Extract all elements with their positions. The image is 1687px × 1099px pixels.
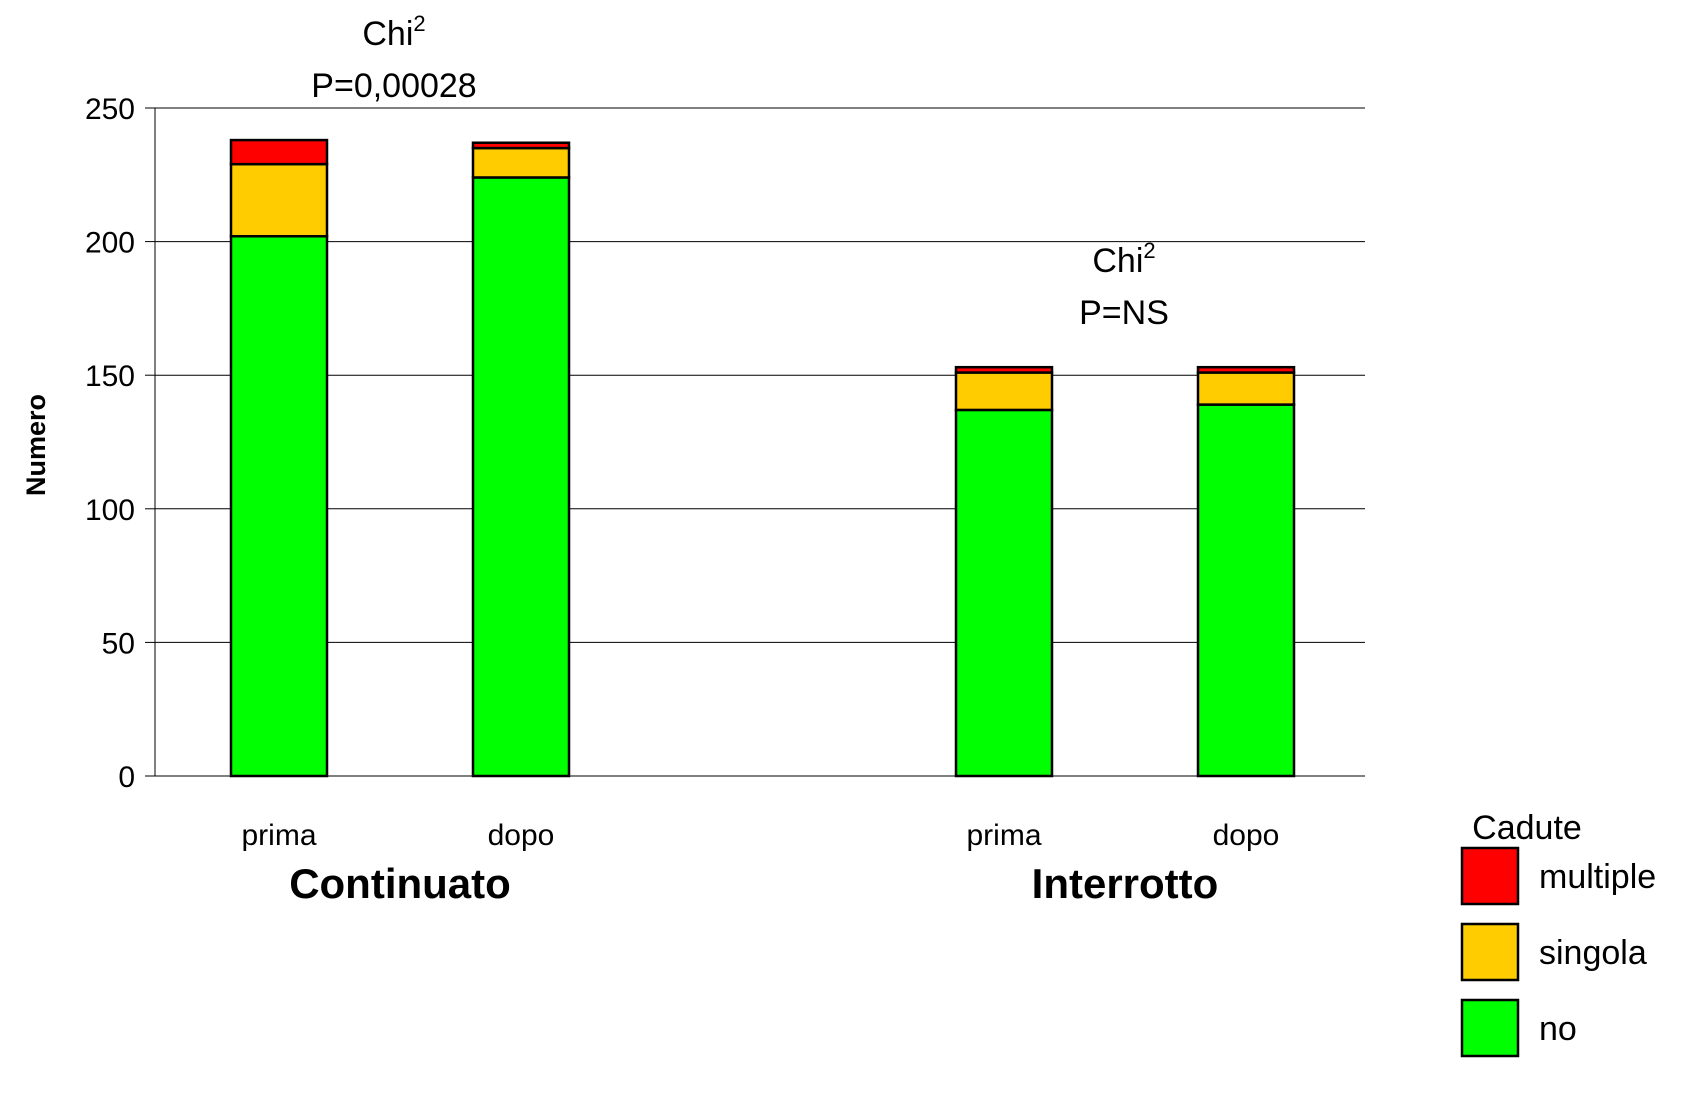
category-labels: prima dopo Continuato prima dopo Interrotto [241, 819, 1279, 907]
p-value-label: P=NS [1079, 294, 1169, 332]
chi-square-label: Chi2 [362, 11, 425, 53]
legend: Cadute multiple singola no [1460, 809, 1656, 1058]
legend-swatch-no [1460, 998, 1520, 1058]
category-label: dopo [1213, 819, 1280, 852]
bar-segment-multiple [954, 365, 1054, 374]
category-label: dopo [488, 819, 555, 852]
bar-segment-no [954, 408, 1054, 778]
bar-segment-singola [471, 146, 571, 179]
bar-segment-multiple [471, 141, 571, 150]
legend-swatch-multiple [1460, 846, 1520, 906]
bar-segment-singola [229, 162, 329, 238]
bar-segment-multiple [1196, 365, 1296, 374]
y-tick-label: 250 [85, 93, 135, 126]
bar-segment-singola [954, 371, 1054, 412]
bar-segment-multiple [229, 138, 329, 166]
y-tick-label: 0 [118, 761, 135, 794]
chi-square-label: Chi2 [1092, 238, 1155, 280]
chi-text: Chi [362, 15, 413, 53]
bar-segment-singola [1196, 371, 1296, 406]
legend-title: Cadute [1472, 809, 1582, 847]
gridlines [155, 107, 1365, 777]
p-value-label: P=0,00028 [311, 67, 476, 105]
y-tick-label: 150 [85, 360, 135, 393]
chi-superscript: 2 [413, 11, 425, 36]
bar-segment-no [471, 176, 571, 778]
y-axis: 0 50 100 150 200 250 [85, 93, 156, 794]
y-tick-label: 200 [85, 227, 135, 260]
legend-label-multiple: multiple [1539, 858, 1656, 896]
category-label: prima [966, 819, 1041, 852]
chi-text: Chi [1092, 242, 1143, 280]
bar-segment-no [229, 235, 329, 778]
category-label: prima [241, 819, 316, 852]
y-tick-label: 50 [102, 627, 135, 660]
legend-swatch-singola [1460, 922, 1520, 982]
group-label: Continuato [289, 860, 511, 907]
legend-label-singola: singola [1539, 934, 1647, 972]
bars [229, 138, 1296, 778]
y-axis-title: Numero [21, 394, 51, 496]
y-tick-label: 100 [85, 494, 135, 527]
bar-segment-no [1196, 403, 1296, 778]
chi-superscript: 2 [1143, 238, 1155, 263]
group-label: Interrotto [1032, 860, 1219, 907]
legend-label-no: no [1539, 1010, 1577, 1048]
